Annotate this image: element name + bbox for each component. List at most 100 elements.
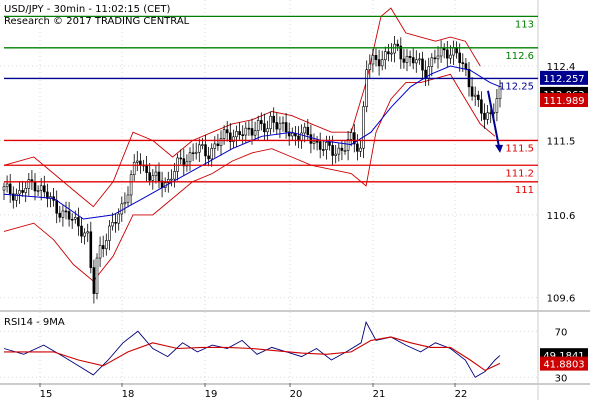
candle-body — [383, 51, 387, 61]
candle-body — [275, 122, 279, 130]
candle-body — [278, 123, 282, 130]
candle-body — [461, 62, 465, 64]
candle-body — [325, 141, 328, 151]
candle-body — [129, 174, 133, 196]
candle-body — [266, 128, 269, 133]
candle-body — [346, 139, 350, 151]
candle-body — [89, 231, 93, 268]
candle-body — [70, 218, 74, 221]
candle-body — [244, 127, 248, 136]
candle-body — [414, 59, 418, 64]
candle-body — [157, 171, 161, 182]
candle-body — [111, 221, 114, 227]
candle-body — [12, 193, 15, 201]
candle-body — [216, 143, 220, 146]
candle-body — [167, 179, 170, 184]
candle-body — [222, 129, 226, 139]
candle-body — [473, 94, 477, 97]
candle-body — [67, 211, 71, 220]
candle-body — [470, 86, 474, 97]
candle-body — [321, 149, 325, 151]
candle-body — [405, 55, 409, 63]
candle-body — [8, 183, 12, 195]
candle-body — [238, 131, 241, 136]
candle-body — [232, 136, 235, 142]
candle-body — [86, 231, 89, 234]
candle-body — [151, 175, 155, 181]
candle-body — [194, 151, 198, 154]
candle-body — [182, 158, 186, 167]
candle-body — [402, 58, 406, 63]
x-tick-label: 21 — [373, 389, 386, 400]
candle-body — [24, 187, 28, 193]
candle-body — [362, 106, 365, 149]
candle-body — [259, 120, 263, 124]
candle-body — [204, 144, 207, 157]
candle-body — [430, 57, 434, 67]
candle-body — [380, 59, 384, 67]
candle-body — [27, 179, 31, 189]
x-tick-label: 18 — [122, 389, 135, 400]
candle-body — [256, 120, 260, 131]
x-tick-label: 20 — [290, 389, 303, 400]
candle-body — [486, 112, 489, 120]
candle-body — [290, 132, 294, 137]
candle-body — [198, 144, 201, 153]
candle-body — [408, 55, 412, 58]
candle-body — [464, 63, 468, 70]
candle-body — [263, 123, 266, 133]
candle-body — [343, 150, 347, 152]
candle-body — [117, 213, 120, 224]
candle-body — [309, 134, 313, 144]
candle-body — [269, 115, 272, 129]
moving-average-line — [3, 65, 501, 220]
candle-body — [213, 143, 217, 149]
candle-body — [449, 54, 452, 59]
candle-body — [433, 57, 437, 60]
forecast-arrow-shaft — [487, 90, 500, 148]
candle-body — [421, 58, 424, 71]
candle-body — [312, 140, 316, 144]
candle-body — [92, 267, 96, 294]
candle-body — [170, 178, 173, 181]
candle-body — [452, 47, 455, 56]
candle-body — [480, 99, 483, 114]
candle-body — [352, 132, 356, 145]
candle-body — [399, 45, 403, 60]
candle-body — [108, 225, 111, 241]
candle-body — [33, 181, 37, 192]
candle-body — [55, 200, 59, 214]
level-label-111.2: 111.2 — [505, 168, 534, 179]
candle-body — [64, 210, 68, 213]
candle-body — [390, 52, 393, 55]
candle-body — [123, 201, 127, 205]
rsi-tag-41.8803: 41.8803 — [543, 360, 584, 371]
candle-body — [436, 55, 440, 60]
x-tick-label: 15 — [40, 389, 53, 400]
candle-body — [303, 126, 307, 134]
candle-body — [281, 122, 285, 124]
candle-body — [337, 147, 341, 155]
candle-body — [387, 51, 390, 55]
candle-body — [318, 141, 322, 150]
rsi-y-tick-label: 70 — [555, 327, 568, 338]
candle-body — [74, 217, 77, 220]
candle-body — [145, 164, 148, 173]
candle-body — [58, 212, 62, 218]
chart-copyright: Research © 2017 TRADING CENTRAL — [4, 16, 190, 27]
candle-body — [39, 185, 43, 191]
candle-body — [95, 257, 99, 294]
candle-body — [98, 245, 102, 259]
candle-body — [365, 69, 369, 107]
rsi-series-rsi — [3, 320, 501, 378]
candle-body — [272, 115, 276, 123]
x-tick-label: 19 — [205, 389, 218, 400]
y-tick-label: 110.6 — [547, 211, 576, 222]
candle-body — [411, 57, 415, 64]
candle-body — [287, 131, 291, 137]
candle-body — [241, 134, 244, 137]
x-tick-label: 22 — [455, 389, 468, 400]
candle-body — [300, 132, 303, 142]
rsi-series-ma9 — [4, 336, 501, 372]
